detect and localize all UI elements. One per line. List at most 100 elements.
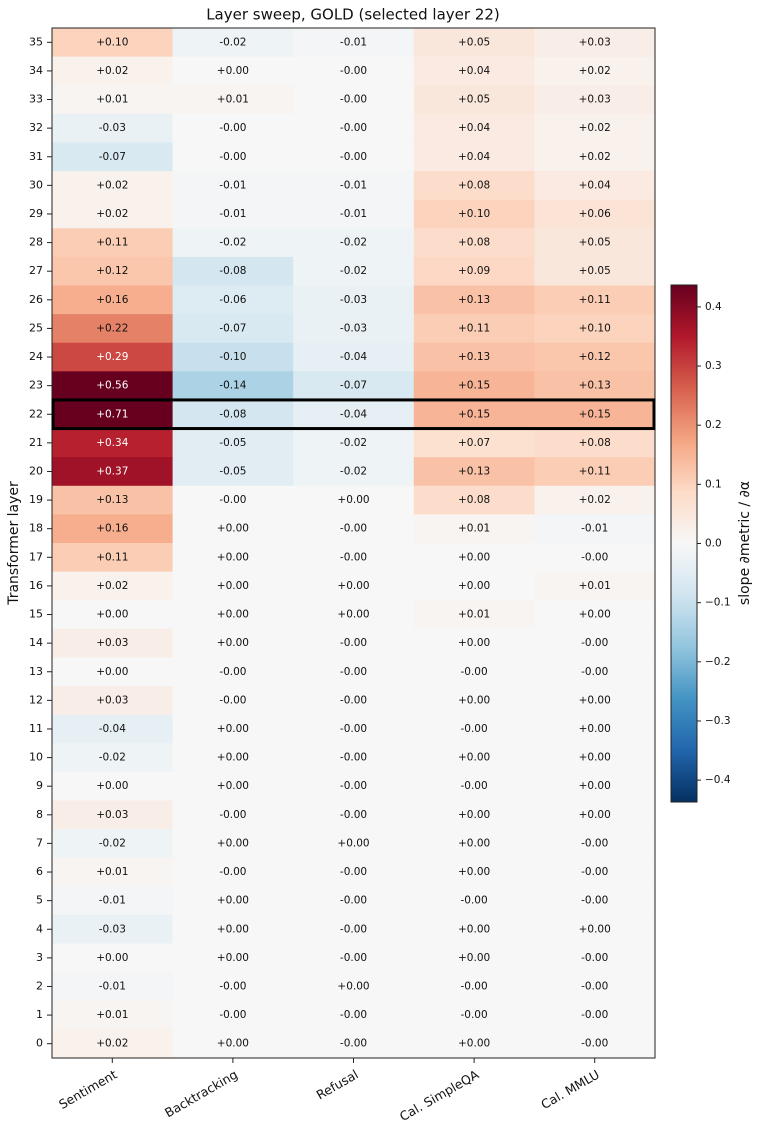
cell-label: +0.00 [458, 752, 490, 764]
cell-label: +0.00 [579, 723, 611, 735]
heatmap-cell [172, 972, 294, 1002]
cell-label: +0.00 [217, 523, 249, 535]
cell-label: +0.01 [458, 609, 490, 621]
heatmap-cell [413, 314, 535, 344]
x-tick-label: Refusal [314, 1067, 361, 1103]
cell-label: +0.00 [458, 923, 490, 935]
cell-label: -0.00 [219, 694, 246, 706]
cell-label: +0.02 [96, 1038, 128, 1050]
y-tick-label: 19 [29, 493, 43, 506]
cell-label: -0.00 [581, 895, 608, 907]
heatmap-cell [293, 457, 415, 487]
cell-label: +0.00 [458, 837, 490, 849]
y-tick-label: 1 [36, 1008, 43, 1021]
heatmap-cell [293, 228, 415, 258]
y-tick-label: 33 [29, 93, 43, 106]
heatmap-cell [52, 771, 174, 801]
heatmap-cell [52, 171, 174, 201]
cell-label: -0.02 [340, 265, 367, 277]
cell-label: +0.15 [579, 408, 611, 420]
cell-label: -0.02 [99, 837, 126, 849]
cell-label: +0.08 [579, 437, 611, 449]
heatmap-cell [293, 199, 415, 229]
heatmap-cell [293, 771, 415, 801]
heatmap-cell [534, 829, 656, 859]
cell-label: +0.29 [96, 351, 128, 363]
heatmap-cell [172, 428, 294, 458]
cell-label: +0.00 [96, 609, 128, 621]
heatmap-cell [52, 113, 174, 143]
cell-label: +0.02 [96, 580, 128, 592]
heatmap-cell [293, 800, 415, 830]
y-tick-label: 3 [36, 951, 43, 964]
cell-label: +0.00 [217, 1038, 249, 1050]
heatmap-cell [293, 686, 415, 716]
heatmap-cell [52, 829, 174, 859]
heatmap-cell [172, 85, 294, 115]
cell-label: -0.00 [219, 980, 246, 992]
y-tick-label: 18 [29, 522, 43, 535]
heatmap-cell [413, 1000, 535, 1030]
heatmap-cell [172, 600, 294, 630]
heatmap-cell [52, 857, 174, 887]
heatmap-cell [413, 199, 535, 229]
cell-label: +0.00 [458, 1038, 490, 1050]
heatmap-cell [293, 743, 415, 773]
cell-label: +0.00 [458, 637, 490, 649]
cell-label: -0.02 [219, 36, 246, 48]
cell-label: -0.00 [581, 1038, 608, 1050]
heatmap-cell [52, 972, 174, 1002]
y-tick-label: 12 [29, 693, 43, 706]
cell-label: -0.00 [340, 694, 367, 706]
cell-label: +0.00 [579, 780, 611, 792]
heatmap-cell [293, 428, 415, 458]
y-tick-label: 9 [36, 779, 43, 792]
cell-label: -0.00 [340, 122, 367, 134]
cell-label: -0.02 [340, 437, 367, 449]
cell-label: +0.03 [96, 637, 128, 649]
heatmap-cell [52, 56, 174, 86]
y-tick-label: 17 [29, 550, 43, 563]
cell-label: -0.00 [219, 1009, 246, 1021]
cell-label: +0.03 [96, 694, 128, 706]
cell-label: -0.00 [340, 923, 367, 935]
cell-label: -0.00 [581, 551, 608, 563]
cell-label: +0.00 [217, 723, 249, 735]
y-tick-label: 23 [29, 379, 43, 392]
cell-label: +0.01 [217, 94, 249, 106]
cell-label: +0.04 [458, 151, 490, 163]
cell-label: +0.02 [579, 494, 611, 506]
heatmap-cell [172, 228, 294, 258]
cell-label: -0.01 [581, 523, 608, 535]
cell-label: -0.00 [340, 94, 367, 106]
heatmap-cell [52, 28, 174, 58]
cell-label: -0.01 [219, 179, 246, 191]
heatmap-cell [413, 543, 535, 573]
heatmap-cell [172, 285, 294, 315]
heatmap-cell [293, 28, 415, 58]
cell-label: -0.08 [219, 408, 246, 420]
cell-label: +0.02 [579, 122, 611, 134]
heatmap-cell [293, 914, 415, 945]
heatmap-cell [293, 628, 415, 658]
heatmap-cell [413, 600, 535, 630]
cell-label: -0.00 [581, 866, 608, 878]
colorbar [670, 284, 698, 803]
heatmap-cell [534, 543, 656, 573]
cell-label: -0.14 [219, 380, 246, 392]
cell-label: -0.00 [581, 837, 608, 849]
y-tick-label: 13 [29, 665, 43, 678]
heatmap-cell [413, 56, 535, 86]
heatmap-cell [534, 686, 656, 716]
heatmap-cell [534, 800, 656, 830]
heatmap-cell [413, 628, 535, 658]
heatmap-cell [534, 314, 656, 344]
y-tick-label: 30 [29, 178, 43, 191]
cell-label: +0.00 [458, 694, 490, 706]
heatmap-cell [52, 199, 174, 229]
cell-label: +0.04 [458, 122, 490, 134]
heatmap-cell [534, 199, 656, 229]
cell-label: +0.00 [337, 980, 369, 992]
heatmap-cell [413, 1029, 535, 1059]
colorbar-tick-label: 0.2 [705, 419, 722, 431]
